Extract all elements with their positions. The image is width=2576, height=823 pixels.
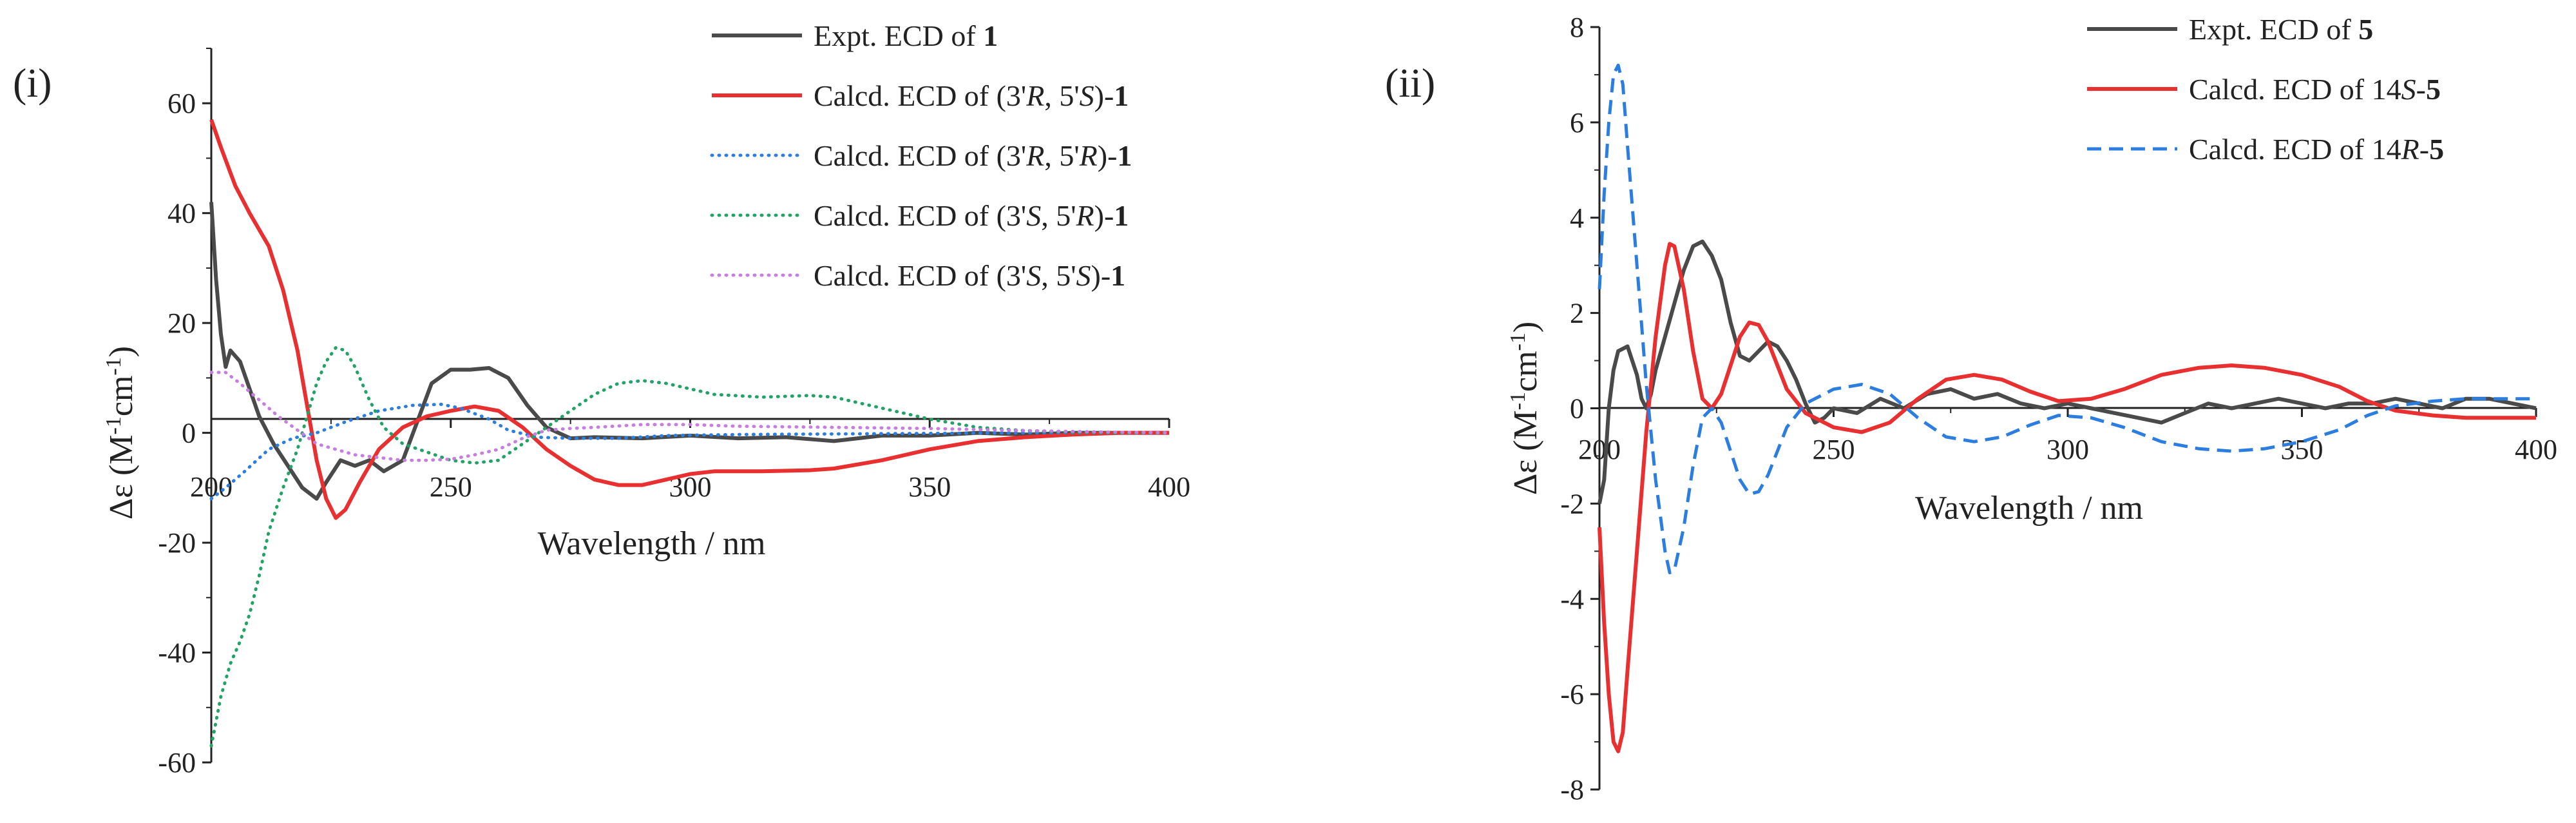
y-tick-label: -4 [1560,583,1584,615]
y-tick-label: 20 [167,307,196,339]
y-tick-label: -40 [158,637,196,669]
x-tick-label: 250 [1813,434,1855,465]
y-tick-label: 2 [1570,298,1584,329]
legend-text-italic: R [1026,139,1044,172]
legend-text-part: Calcd. ECD of (3' [814,199,1026,232]
legend-text-italic: S [1026,259,1041,292]
series-line-2 [209,119,1169,520]
y-title-part: ) [1507,322,1544,333]
y-tick-label: 4 [1570,202,1584,234]
legend-text-italic: R [1026,79,1044,112]
legend-text-bold: 1 [983,19,998,52]
legend-entry: Calcd. ECD of 14R-5 [2189,133,2444,166]
y-tick-label: -60 [158,747,196,779]
legend-text-italic: R [1079,139,1098,172]
legend-text-part: - [2419,133,2429,166]
y-tick-label: 0 [1570,393,1584,425]
x-tick-label: 400 [2515,434,2557,465]
x-tick-label: 250 [430,471,472,503]
y-title-part: Δε (M [1507,410,1544,495]
x-axis-title: Wavelength / nm [1915,490,2143,527]
x-tick-label: 400 [1148,471,1190,503]
series-line-3 [1598,63,2536,575]
legend-text-part: , 5' [1044,139,1079,172]
legend-text-bold: 1 [1111,259,1125,292]
y-tick-label: 60 [167,88,196,119]
x-tick-label: 350 [2281,434,2323,465]
x-tick-label: 300 [2046,434,2089,465]
y-tick-label: -6 [1560,679,1584,710]
legend-text-italic: R [2401,133,2419,166]
legend-text-italic: R [1076,199,1094,232]
y-title-part: ) [103,346,140,357]
panel-label: (ii) [1385,60,1435,106]
legend-entry: Calcd. ECD of 14S-5 [2189,73,2441,106]
legend-text-part: )- [1098,139,1118,172]
legend-text-bold: 5 [2429,133,2444,166]
x-axis-title: Wavelength / nm [538,525,766,562]
legend-entry: Calcd. ECD of (3'R, 5'R)-1 [814,139,1132,172]
y-title-part: cm [103,376,140,417]
legend-text-part: Calcd. ECD of 14 [2189,133,2401,166]
y-title-part: Δε (M [103,434,140,519]
legend-text-bold: 1 [1114,199,1129,232]
y-axis-title: Δε (M-1cm-1) [1506,322,1545,495]
y-title-sup: -1 [102,357,126,375]
legend-entry: Calcd. ECD of (3'S, 5'S)-1 [814,259,1125,292]
legend-text-part: )- [1094,199,1114,232]
legend-text-part: Calcd. ECD of 14 [2189,73,2401,106]
legend-text-part: - [2416,73,2426,106]
legend-text-part: Calcd. ECD of (3' [814,259,1026,292]
series-line-1 [1598,239,2537,504]
series-line-4 [209,346,1171,748]
y-tick-label: -20 [158,527,196,559]
legend-entry: Expt. ECD of 5 [2189,13,2373,46]
y-title-sup: -1 [1506,392,1530,410]
legend-text-part: )- [1094,79,1114,112]
legend-text-part: )- [1091,259,1111,292]
y-tick-label: 0 [182,418,196,449]
legend-text-italic: S [1080,79,1094,112]
legend-text-part: Expt. ECD of [2189,13,2358,46]
panel-ii: (ii) 8 6 4 2 0 -2 -4 -6 -8 200 250 300 350 400 Waveleng… [1385,12,2557,806]
y-title-sup: -1 [1506,333,1530,351]
y-tick-label: 8 [1570,12,1584,43]
x-tick-label: 200 [1578,434,1621,465]
y-axis-title: Δε (M-1cm-1) [102,346,140,519]
legend-text-part: , 5' [1041,259,1076,292]
legend-text-part: , 5' [1041,199,1076,232]
legend-text-italic: S [1026,199,1041,232]
series-line-3 [209,402,1171,501]
legend-text-bold: 5 [2426,73,2441,106]
series-line-5 [209,371,1171,462]
legend-text-bold: 1 [1117,139,1132,172]
legend-entry: Calcd. ECD of (3'R, 5'S)-1 [814,79,1129,112]
legend-text-bold: 1 [1114,79,1129,112]
legend-text-part: Expt. ECD of [814,19,983,52]
legend-text-italic: S [1076,259,1091,292]
legend-entry: Expt. ECD of 1 [814,19,998,52]
legend-text-bold: 5 [2358,13,2373,46]
y-tick-label: 40 [167,198,196,229]
y-tick-label: 6 [1570,107,1584,139]
legend-entry: Calcd. ECD of (3'S, 5'R)-1 [814,199,1129,232]
y-title-part: cm [1507,351,1544,392]
x-tick-label: 350 [908,471,951,503]
legend-text-italic: S [2401,73,2416,106]
series-line-2 [1598,242,2536,753]
y-title-sup: -1 [102,416,126,434]
legend-text-part: , 5' [1044,79,1079,112]
series-line-1 [209,202,1169,501]
y-tick-label: -2 [1560,488,1584,519]
legend-text-part: Calcd. ECD of (3' [814,139,1026,172]
legend-text-part: Calcd. ECD of (3' [814,79,1026,112]
panel-label: (i) [13,60,52,106]
y-tick-label: -8 [1560,774,1584,806]
